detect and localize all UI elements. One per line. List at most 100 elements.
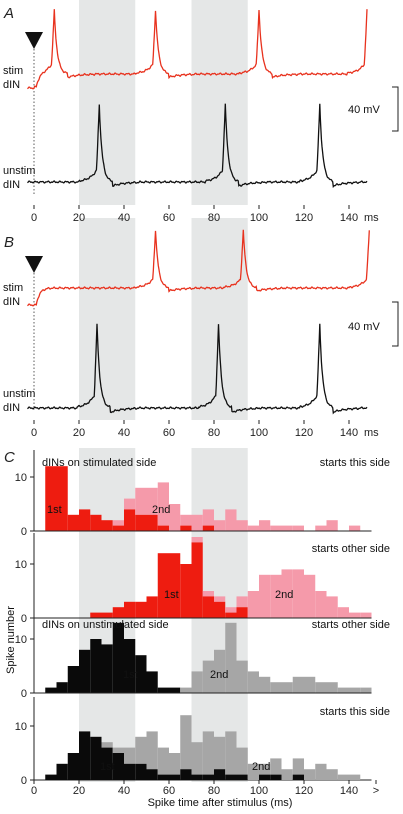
bar-first-55ms: [157, 774, 169, 780]
bar-second-145ms: [360, 687, 372, 693]
group-label-stimulated: dINs on stimulated side: [42, 457, 156, 469]
scale-bar-a-label: 40 mV: [348, 104, 380, 116]
histograms: 0 10 0 10 0 10 0 10: [15, 450, 372, 787]
trace-a-stim: [27, 9, 368, 90]
bar-first-60ms: [169, 774, 181, 780]
bar-second-100ms: [259, 574, 271, 618]
stim-label-a-line2: dIN: [3, 79, 20, 91]
bar-first-90ms: [236, 607, 248, 618]
c-tick-label-8: >: [373, 785, 379, 797]
bar-first-10ms: [56, 466, 68, 531]
tick-label-100: 100: [250, 427, 268, 439]
bar-second-85ms: [225, 731, 237, 775]
y-tick-label-10: 10: [15, 721, 27, 733]
bar-second-80ms: [214, 520, 226, 531]
bar-first-70ms: [191, 774, 203, 780]
unstim-label-b-line1: unstim: [3, 388, 35, 400]
bar-second-65ms: [180, 715, 192, 770]
bar-first-15ms: [67, 753, 79, 780]
unstim-label-a-line1: unstim: [3, 165, 35, 177]
tick-label-0: 0: [31, 427, 37, 439]
c-tick-label-4: 80: [208, 785, 220, 797]
c-tick-label-3: 60: [163, 785, 175, 797]
tick-label-40: 40: [118, 427, 130, 439]
bar-first-10ms: [56, 682, 68, 693]
stim-label-b-line1: stim: [3, 282, 23, 294]
bar-first-45ms: [135, 763, 147, 780]
scale-bar-b-label: 40 mV: [348, 321, 380, 333]
panel-letter-a: A: [3, 5, 14, 22]
bar-second-40ms: [124, 747, 136, 764]
bar-first-90ms: [236, 774, 248, 780]
bar-first-55ms: [157, 525, 169, 531]
bar-second-105ms: [270, 758, 282, 775]
bar-second-125ms: [315, 525, 327, 531]
bar-first-105ms: [270, 774, 282, 780]
bar-second-75ms: [202, 591, 214, 597]
shade-1-0: [79, 218, 136, 420]
bar-second-45ms: [135, 736, 147, 764]
time-axis-b: 0 20 40 60 80 100 120 140 ms: [31, 420, 379, 439]
bar-second-95ms: [247, 591, 259, 618]
bar-second-100ms: [259, 520, 271, 531]
stim-label-b-line2: dIN: [3, 296, 20, 308]
second-label-4: 2nd: [252, 761, 270, 773]
bar-first-5ms: [45, 466, 57, 531]
y-tick-label-0: 0: [21, 613, 27, 625]
tick-label-80: 80: [208, 427, 220, 439]
bar-second-140ms: [349, 525, 361, 531]
shade-0-1: [191, 0, 248, 205]
histogram-panel-3: 0 10: [15, 612, 372, 700]
bar-first-70ms: [191, 542, 203, 618]
stim-label-a-line1: stim: [3, 65, 23, 77]
second-label-1: 2nd: [152, 504, 170, 516]
y-tick-label-0: 0: [21, 526, 27, 538]
bar-second-115ms: [292, 525, 304, 531]
bar-second-105ms: [270, 682, 282, 693]
bar-first-75ms: [202, 525, 214, 531]
bar-second-75ms: [202, 660, 214, 693]
bar-first-40ms: [124, 509, 136, 531]
bar-first-30ms: [101, 644, 113, 693]
bar-first-55ms: [157, 687, 169, 693]
bar-first-5ms: [45, 687, 57, 693]
bar-first-65ms: [180, 525, 192, 531]
bar-first-80ms: [214, 601, 226, 618]
panel-letter-c: C: [4, 449, 15, 466]
tick-label-120: 120: [295, 427, 313, 439]
bar-first-30ms: [101, 612, 113, 618]
bar-second-95ms: [247, 525, 259, 531]
bar-second-80ms: [214, 596, 226, 602]
stimulus-arrowhead: [25, 256, 43, 273]
shade-0-0: [79, 0, 136, 205]
first-label-1: 1st: [47, 504, 62, 516]
bar-first-85ms: [225, 774, 237, 780]
time-axis-c: 0 20 40 60 80 100 120 140 >: [31, 780, 379, 797]
second-label-3: 2nd: [210, 669, 228, 681]
bar-second-95ms: [247, 763, 259, 780]
bar-second-120ms: [304, 676, 316, 693]
y-tick-label-10: 10: [15, 634, 27, 646]
bar-first-75ms: [202, 596, 214, 618]
y-tick-label-0: 0: [21, 775, 27, 787]
trace-b-stim: [27, 229, 370, 307]
bar-second-140ms: [349, 774, 361, 780]
bar-first-45ms: [135, 601, 147, 618]
bar-first-20ms: [79, 509, 91, 531]
unit-label: ms: [364, 427, 379, 439]
bar-second-60ms: [169, 753, 181, 775]
tick-label-20: 20: [73, 212, 85, 224]
condition-label-2: starts other side: [312, 543, 390, 555]
bar-second-140ms: [349, 687, 361, 693]
c-tick-label-2: 40: [118, 785, 130, 797]
panel-letter-b: B: [4, 234, 14, 251]
histogram-panel-4: 0 10: [15, 697, 372, 787]
stimulus-marker-b: [25, 256, 43, 410]
voltage-traces: [27, 9, 370, 415]
second-label-2: 2nd: [275, 589, 293, 601]
bar-first-25ms: [90, 514, 102, 531]
bar-second-85ms: [225, 607, 237, 613]
tick-label-40: 40: [118, 212, 130, 224]
bar-second-115ms: [292, 758, 304, 775]
